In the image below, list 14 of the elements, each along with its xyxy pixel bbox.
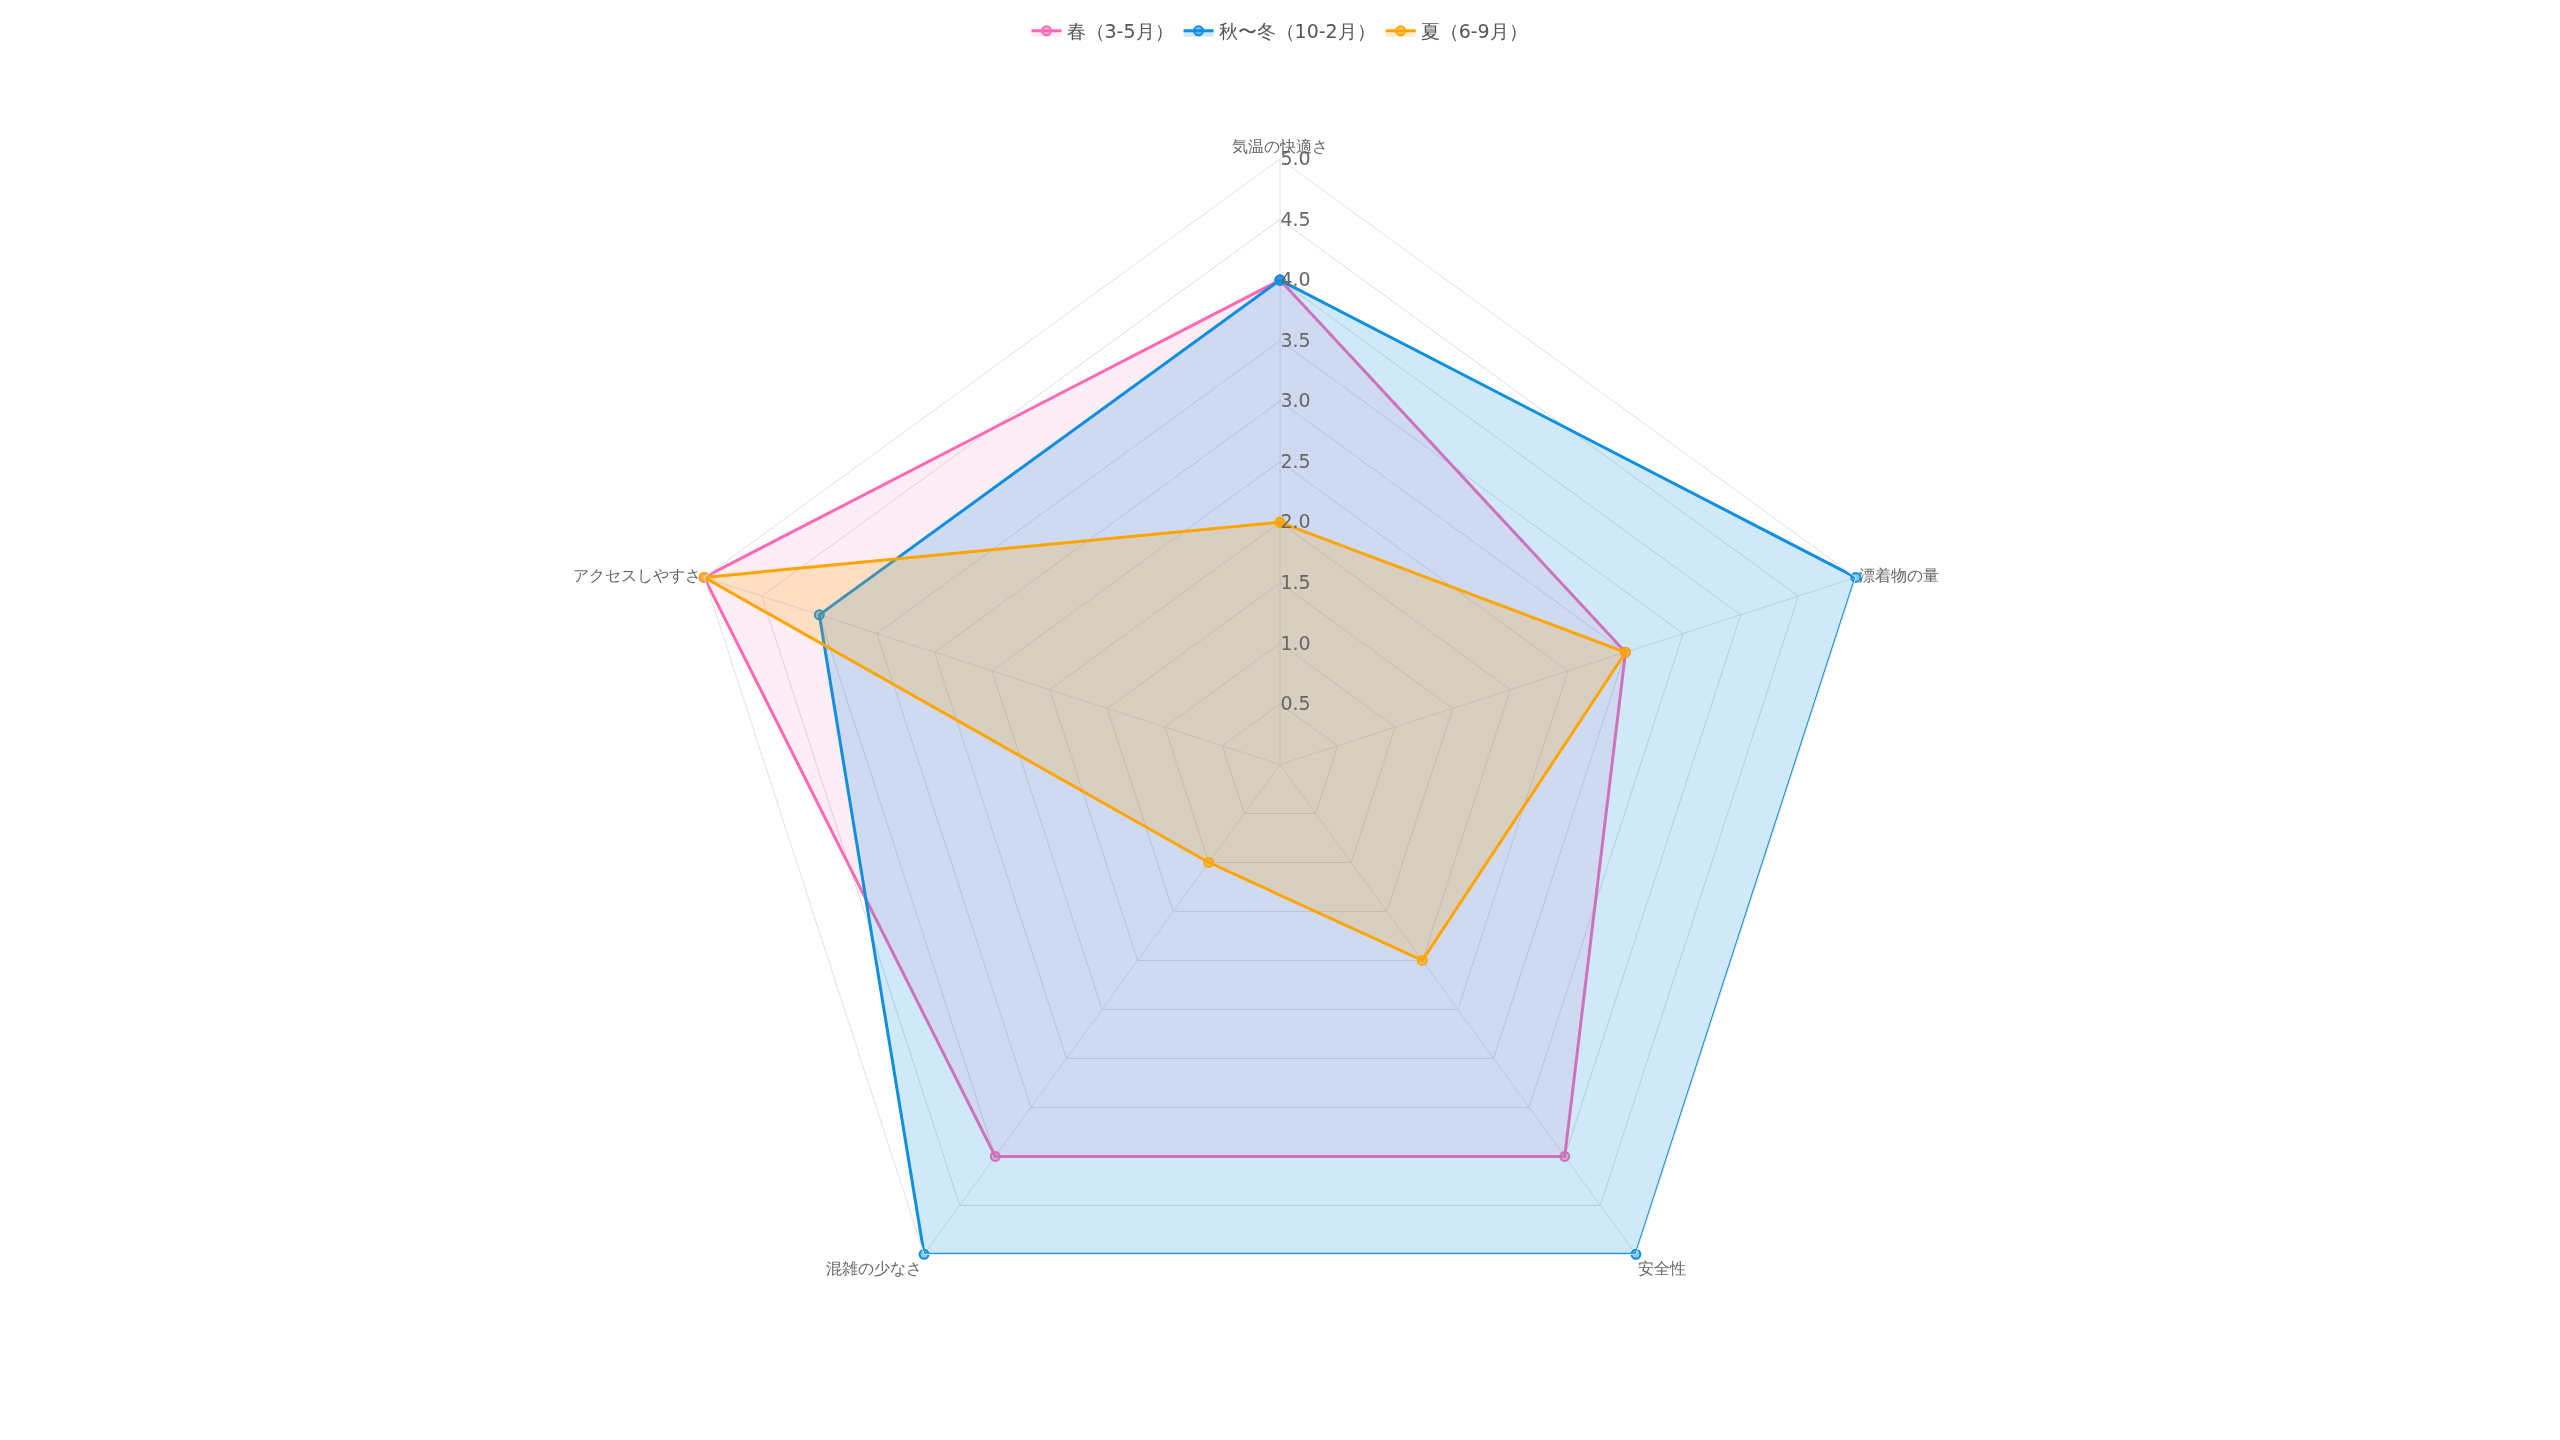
legend-label: 春（3-5月） [1066,20,1174,43]
spoke-label: 安全性 [1638,1258,1687,1278]
y-tick-label: 3.0 [1280,389,1311,412]
y-tick-label: 3.5 [1280,328,1311,351]
y-tick-label: 1.0 [1280,631,1311,654]
spoke-label: 混雑の少なさ [825,1258,922,1278]
spoke-label: アクセスしやすさ [572,565,701,585]
y-tick-label: 1.5 [1280,571,1311,594]
y-tick-label: 4.5 [1280,207,1311,230]
y-tick-label: 2.5 [1280,449,1311,472]
legend-label: 秋〜冬（10-2月） [1218,20,1376,43]
legend-label: 夏（6-9月） [1420,20,1528,43]
y-tick-label: 0.5 [1280,692,1311,715]
spoke-label: 漂着物の量 [1859,565,1940,585]
